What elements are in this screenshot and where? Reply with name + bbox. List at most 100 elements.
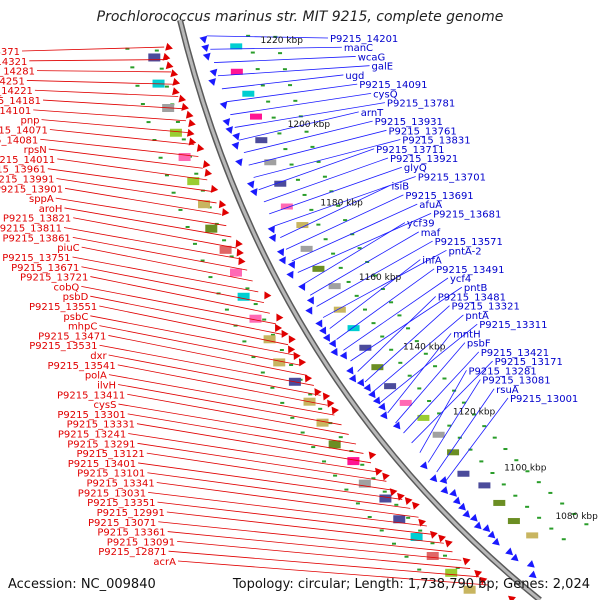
gene-label-right: P9215_13761 [388,126,456,137]
feature-block [393,515,406,524]
reverse-gene-arrow [331,406,339,415]
reverse-gene-arrow [196,143,205,152]
reverse-gene-arrow [221,208,230,217]
leader-line [253,139,401,178]
track-dot [336,204,341,207]
track-dot [289,163,294,166]
reverse-gene-arrow [162,52,171,61]
leader-line [177,560,489,586]
leader-line [419,370,467,453]
feature-block [280,203,293,210]
kbp-tick-label: 1100 kbp [504,464,547,474]
gene-label-right: P9215_13001 [510,394,578,405]
forward-gene-arrow [319,326,327,335]
gene-label-left: P9215_14101 [0,106,31,117]
track-dot [379,529,384,532]
track-dot [513,494,518,497]
gene-label-left: psbD [63,292,89,303]
reverse-gene-arrow [172,87,180,96]
gene-label-right: pntA-2 [448,246,481,257]
track-dot [279,349,284,352]
forward-gene-arrow [482,524,491,532]
track-dot [501,483,506,486]
gene-label-right: P9215_13681 [433,209,501,220]
gene-label-left: P9215_13301 [57,410,125,421]
gene-label-left: sppA [29,194,54,205]
reverse-gene-arrow [236,248,244,257]
leader-line [372,314,464,393]
leader-line [90,315,295,356]
gene-label-right: glyQ [404,163,427,174]
kbp-tick-label: 1080 kbp [555,512,598,522]
feature-block [242,90,255,97]
reverse-gene-arrow [275,323,283,332]
track-dot [233,324,238,327]
gene-label-left: psbC [63,312,88,323]
gene-label-left: P9215_14071 [0,125,48,136]
feature-block [230,268,243,277]
leader-line [90,276,270,314]
label-leaders [21,35,509,586]
track-dot [304,130,309,133]
gene-label-left: P9215_13811 [0,224,62,235]
feature-block [359,344,372,351]
reverse-gene-arrow [185,110,194,119]
leader-line [48,148,203,169]
leader-line [118,403,357,445]
reverse-gene-arrow [462,557,471,566]
track-dot [308,393,313,396]
track-dot [322,175,327,178]
reverse-gene-arrow [288,345,296,354]
gene-label-left: P9215_13241 [58,430,126,441]
leader-line [90,295,282,335]
track-dot [245,287,250,290]
track-dot [140,103,145,106]
forward-gene-arrow [473,521,482,530]
track-dot [418,529,423,532]
leader-line [322,249,447,318]
leader-line [387,333,452,414]
forward-gene-arrow [526,560,535,568]
gene-label-left: P9215_13961 [0,165,46,176]
track-dot [154,49,159,52]
feature-block [237,292,250,301]
track-dot [525,470,530,473]
feature-block [296,222,309,229]
leader-line [136,423,372,464]
gene-label-left: P9215_13121 [76,449,144,460]
leader-line [29,59,168,62]
track-dot [278,52,283,55]
gene-label-left: P9215_14281 [0,67,35,78]
feature-block [432,431,445,438]
track-dot [251,356,256,359]
leader-line [168,550,480,578]
leader-line [40,138,199,157]
forward-gene-arrow [346,366,354,375]
gene-label-right: arnT [361,108,384,119]
feature-block [526,532,539,539]
forward-gene-arrow [235,158,243,167]
forward-gene-arrow [356,378,365,387]
track-dot [224,308,229,311]
track-dot [549,527,554,530]
gene-label-right: P9215_14201 [330,34,398,45]
track-dot [130,66,135,69]
gene-label-right: P9215_14091 [359,80,427,91]
leader-line [81,285,276,325]
gene-label-right: P9215_13481 [438,292,506,303]
gene-label-right: infA [422,256,442,267]
track-dot [355,502,360,505]
gene-label-left: piuC [57,243,79,254]
forward-gene-arrow [487,530,496,539]
leader-line [214,56,356,63]
feature-block [507,518,520,525]
reverse-gene-arrow [276,313,284,322]
forward-gene-arrow [491,537,500,546]
gene-label-right: psbF [467,339,491,350]
backbone-arc [178,19,541,600]
gene-label-left: P9215_13101 [77,469,145,480]
gene-label-right: P9215_13781 [387,99,455,110]
leader-line [364,305,450,383]
feature-block [457,470,470,477]
